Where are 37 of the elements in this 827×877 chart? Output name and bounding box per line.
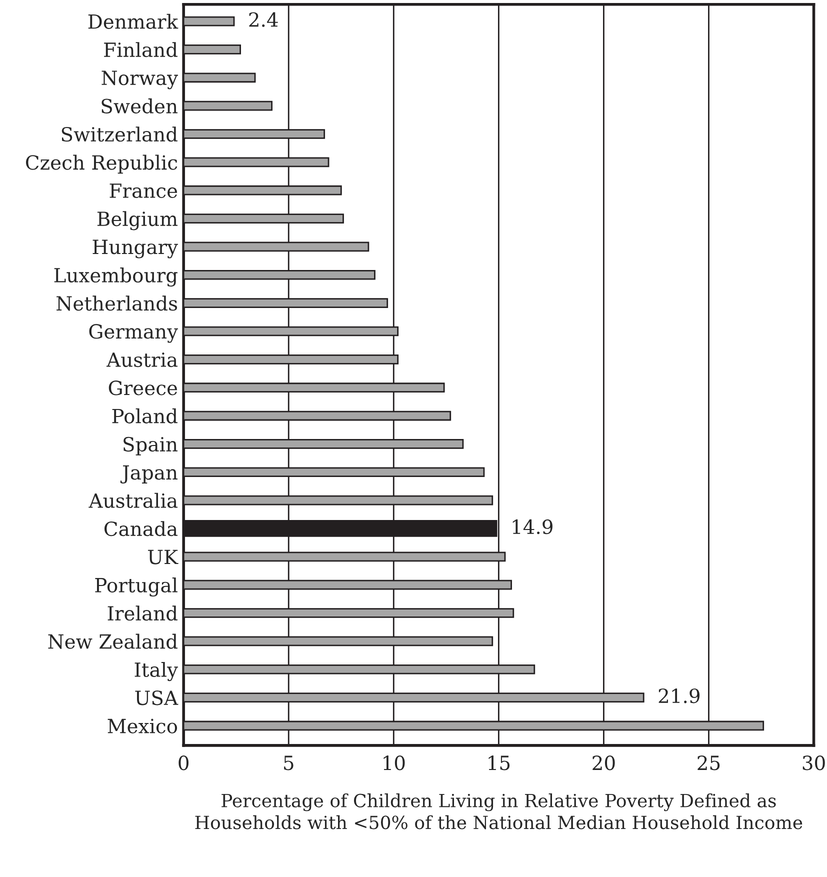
y-tick-label: Czech Republic bbox=[26, 154, 178, 174]
y-tick-label: Norway bbox=[102, 70, 178, 90]
y-tick-label: Hungary bbox=[92, 240, 178, 258]
x-tick-label: 20 bbox=[592, 756, 615, 770]
y-tick-label: Switzerland bbox=[62, 126, 178, 142]
y-tick-label: France bbox=[110, 184, 178, 198]
y-tick-label: Sweden bbox=[102, 98, 178, 114]
y-tick-label: Belgium bbox=[97, 211, 178, 230]
y-tick-label: Poland bbox=[112, 408, 178, 424]
x-tick-label: 15 bbox=[488, 756, 510, 770]
data-label: 2.4 bbox=[249, 12, 278, 27]
y-tick-label: Netherlands bbox=[56, 296, 178, 311]
x-tick-label: 5 bbox=[284, 756, 294, 770]
x-tick-label: 25 bbox=[698, 756, 720, 770]
y-tick-label: Ireland bbox=[108, 606, 178, 621]
y-tick-label: Canada bbox=[104, 521, 178, 536]
y-tick-label: UK bbox=[148, 550, 178, 564]
y-tick-label: Spain bbox=[124, 436, 178, 456]
y-tick-label: Denmark bbox=[88, 14, 178, 29]
x-tick-label: 30 bbox=[802, 756, 825, 770]
y-tick-label: Germany bbox=[89, 324, 178, 343]
y-tick-label: Austria bbox=[106, 352, 178, 368]
y-tick-label: Greece bbox=[108, 380, 178, 396]
y-tick-label: Portugal bbox=[95, 577, 178, 597]
x-axis-title: Percentage of Children Living in Relative Poverty Defined as Households with <50% of the National Median Household Income bbox=[195, 793, 802, 830]
x-tick-label: 0 bbox=[178, 756, 188, 770]
data-label: 21.9 bbox=[658, 688, 700, 704]
y-tick-label: USA bbox=[135, 690, 178, 706]
y-tick-label: Finland bbox=[104, 42, 178, 58]
y-tick-label: Luxembourg bbox=[54, 268, 178, 287]
x-tick-label: 10 bbox=[384, 756, 405, 770]
y-tick-label: Japan bbox=[120, 465, 178, 484]
y-tick-label: Italy bbox=[134, 662, 178, 682]
y-tick-label: Australia bbox=[88, 492, 178, 508]
y-tick-label: Mexico bbox=[108, 718, 178, 734]
y-tick-label: New Zealand bbox=[48, 634, 178, 649]
data-label: 14.9 bbox=[512, 519, 552, 534]
